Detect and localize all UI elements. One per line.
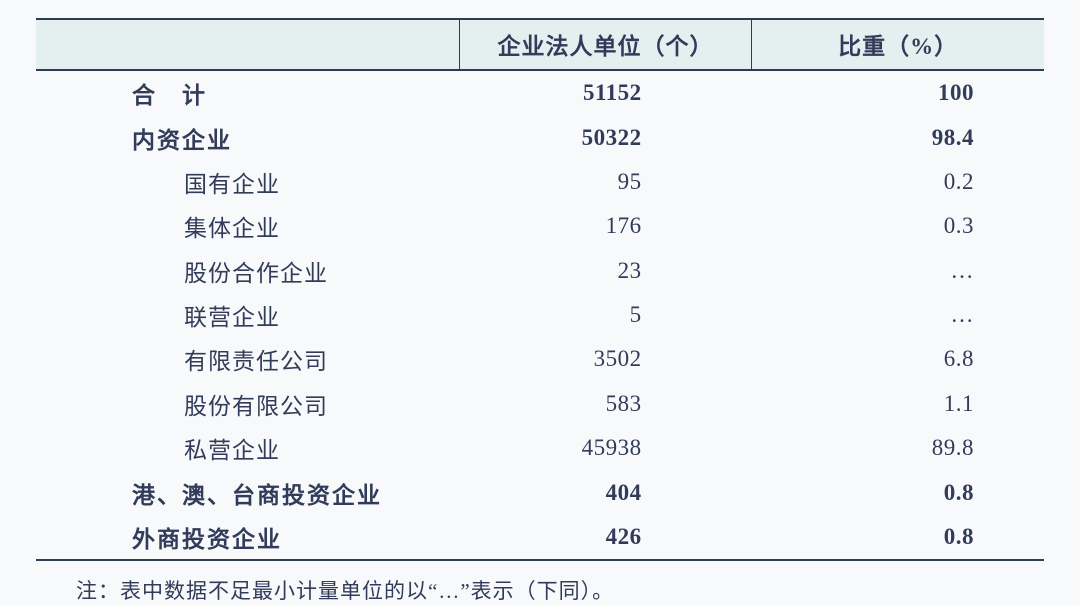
- col-header-blank: [36, 19, 459, 70]
- row-count: 3502: [459, 337, 751, 381]
- row-label: 私营企业: [36, 426, 459, 470]
- row-label: 有限责任公司: [36, 337, 459, 381]
- enterprise-table: 企业法人单位（个） 比重（%） 合 计51152100内资企业5032298.4…: [36, 18, 1044, 561]
- footnote: 注：表中数据不足最小计量单位的以“…”表示（下同）。: [36, 575, 1044, 605]
- row-count: 176: [459, 204, 751, 248]
- row-label: 港、澳、台商投资企业: [36, 470, 459, 514]
- row-count: 51152: [459, 70, 751, 115]
- row-count: 23: [459, 249, 751, 293]
- table-row: 港、澳、台商投资企业4040.8: [36, 470, 1044, 514]
- row-count: 404: [459, 470, 751, 514]
- table-row: 国有企业950.2: [36, 160, 1044, 204]
- table-row: 内资企业5032298.4: [36, 115, 1044, 159]
- row-count: 426: [459, 515, 751, 560]
- row-ratio: 0.8: [752, 515, 1044, 560]
- row-ratio: …: [752, 249, 1044, 293]
- footnote-lead: 注：: [76, 579, 120, 603]
- table-row: 联营企业5…: [36, 293, 1044, 337]
- row-label: 合 计: [36, 70, 459, 115]
- table-body: 合 计51152100内资企业5032298.4国有企业950.2集体企业176…: [36, 70, 1044, 560]
- row-label: 内资企业: [36, 115, 459, 159]
- table-row: 股份有限公司5831.1: [36, 382, 1044, 426]
- row-ratio: 1.1: [752, 382, 1044, 426]
- row-label: 外商投资企业: [36, 515, 459, 560]
- col-header-count: 企业法人单位（个）: [459, 19, 751, 70]
- row-ratio: 89.8: [752, 426, 1044, 470]
- row-label: 集体企业: [36, 204, 459, 248]
- row-ratio: 6.8: [752, 337, 1044, 381]
- row-ratio: 100: [752, 70, 1044, 115]
- row-label: 国有企业: [36, 160, 459, 204]
- table-row: 私营企业4593889.8: [36, 426, 1044, 470]
- row-count: 583: [459, 382, 751, 426]
- row-count: 50322: [459, 115, 751, 159]
- row-count: 45938: [459, 426, 751, 470]
- row-ratio: 0.2: [752, 160, 1044, 204]
- row-ratio: 0.3: [752, 204, 1044, 248]
- row-count: 5: [459, 293, 751, 337]
- row-count: 95: [459, 160, 751, 204]
- row-ratio: 0.8: [752, 470, 1044, 514]
- row-ratio: 98.4: [752, 115, 1044, 159]
- table-card: 企业法人单位（个） 比重（%） 合 计51152100内资企业5032298.4…: [0, 0, 1080, 537]
- table-row: 集体企业1760.3: [36, 204, 1044, 248]
- table-row: 外商投资企业4260.8: [36, 515, 1044, 560]
- row-label: 股份有限公司: [36, 382, 459, 426]
- row-ratio: …: [752, 293, 1044, 337]
- table-row: 股份合作企业23…: [36, 249, 1044, 293]
- row-label: 股份合作企业: [36, 249, 459, 293]
- table-row: 有限责任公司35026.8: [36, 337, 1044, 381]
- footnote-text: 表中数据不足最小计量单位的以“…”表示（下同）。: [120, 579, 614, 603]
- row-label: 联营企业: [36, 293, 459, 337]
- table-header: 企业法人单位（个） 比重（%）: [36, 19, 1044, 70]
- col-header-ratio: 比重（%）: [752, 19, 1044, 70]
- table-row: 合 计51152100: [36, 70, 1044, 115]
